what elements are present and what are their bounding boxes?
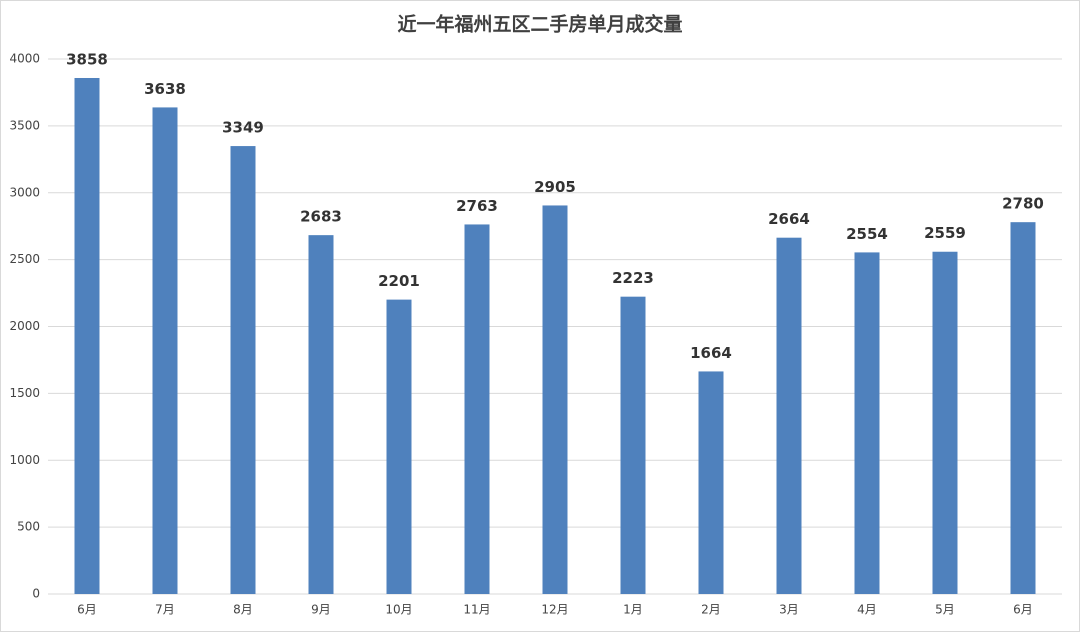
y-tick-label: 3500 [9,118,40,132]
x-tick-label: 1月 [623,603,643,617]
data-label: 2223 [612,269,654,287]
bar [386,299,412,594]
data-label: 2201 [378,272,420,290]
bar [620,296,646,594]
y-tick-label: 1500 [9,386,40,400]
x-tick-label: 3月 [779,603,799,617]
x-tick-label: 12月 [541,603,568,617]
data-label: 2780 [1002,195,1044,213]
bar [542,205,568,595]
data-label: 2559 [924,224,966,242]
bar [698,371,724,594]
data-label: 2905 [534,178,576,196]
bar [464,224,490,595]
data-label: 3349 [222,119,264,137]
data-label: 2683 [300,208,342,226]
x-tick-label: 6月 [77,603,97,617]
y-tick-label: 500 [17,520,40,534]
data-label: 3638 [144,80,186,98]
y-tick-label: 4000 [9,52,40,66]
bar [932,251,958,594]
bar [854,252,880,594]
y-tick-label: 2000 [9,319,40,333]
bar [74,77,100,595]
bar [230,146,256,595]
y-tick-label: 2500 [9,252,40,266]
data-label: 1664 [690,344,732,362]
x-tick-label: 9月 [311,603,331,617]
y-tick-label: 1000 [9,453,40,467]
bar [1010,222,1036,595]
data-label: 3858 [66,50,108,68]
x-tick-label: 2月 [701,603,721,617]
data-label: 2554 [846,225,888,243]
bar [308,235,334,594]
x-tick-label: 11月 [463,603,490,617]
y-tick-label: 0 [32,587,40,601]
bar [776,237,802,594]
chart-title: 近一年福州五区二手房单月成交量 [397,13,682,36]
x-tick-label: 7月 [155,603,175,617]
x-tick-label: 4月 [857,603,877,617]
bar [152,107,178,594]
x-tick-label: 6月 [1013,603,1033,617]
data-label: 2763 [456,197,498,215]
x-tick-label: 5月 [935,603,955,617]
x-tick-label: 10月 [385,603,412,617]
x-tick-label: 8月 [233,603,253,617]
data-label: 2664 [768,210,810,228]
y-tick-label: 3000 [9,185,40,199]
